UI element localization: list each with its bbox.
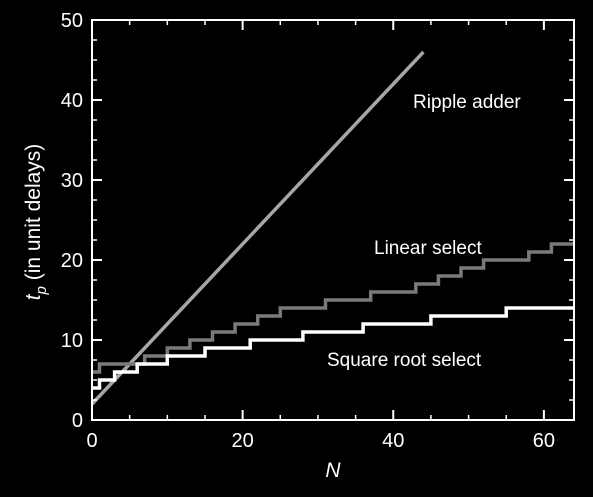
y-tick-label: 30 xyxy=(61,170,83,192)
y-axis-label-main: t xyxy=(22,293,45,300)
x-tick-label: 40 xyxy=(382,430,404,452)
series-line-linear-select xyxy=(92,242,574,374)
y-tick-label: 10 xyxy=(61,330,83,352)
x-tick-label: 20 xyxy=(232,430,254,452)
series-line-ripple-adder xyxy=(90,50,425,406)
y-tick-label: 20 xyxy=(61,250,83,272)
ticks-layer: 0 20 40 60 0 10 20 30 40 50 xyxy=(61,10,574,452)
y-axis-label: tp (in unit delays) xyxy=(22,144,50,301)
series-label-ripple-adder: Ripple adder xyxy=(413,92,521,113)
x-tick-label: 0 xyxy=(86,430,97,452)
y-tick-label: 50 xyxy=(61,10,83,32)
x-axis-label: N xyxy=(325,459,341,482)
series-line-square-root-select xyxy=(92,306,574,390)
y-axis-label-rest: (in unit delays) xyxy=(22,144,45,286)
x-tick-label: 60 xyxy=(533,430,555,452)
series-layer xyxy=(90,50,574,406)
series-label-square-root-select: Square root select xyxy=(327,350,482,371)
y-tick-label: 40 xyxy=(61,90,83,112)
y-axis-label-sub: p xyxy=(33,286,50,295)
series-label-linear-select: Linear select xyxy=(374,238,482,259)
y-tick-label: 0 xyxy=(72,410,83,432)
